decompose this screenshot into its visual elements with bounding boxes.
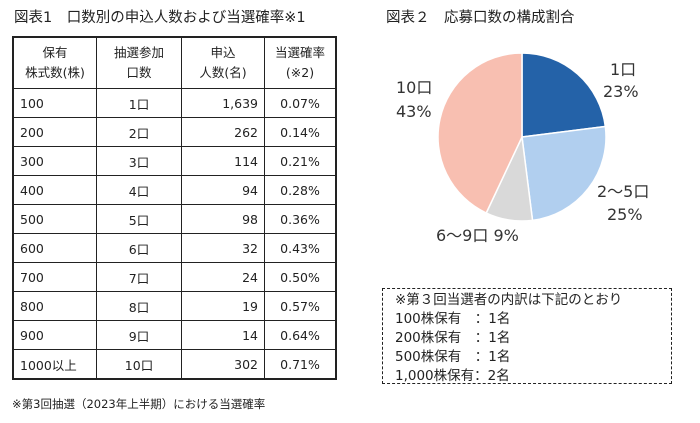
table-cell: 1000以上 [12, 349, 97, 380]
label-val-1: 25% [607, 205, 643, 224]
table-cell: 800 [12, 291, 97, 321]
column-header-line: 当選確率 [274, 45, 325, 60]
table-row: 1000以上 10口 302 0.71% [12, 349, 337, 380]
box-line: 500株保有 ：1名 [395, 349, 511, 365]
column-header: 当選確率 (※2) [264, 36, 337, 89]
table-row: 200 2口 262 0.14% [12, 117, 337, 147]
table-cell: 0.36% [264, 204, 337, 234]
table-cell: 0.21% [264, 146, 337, 176]
box-line: 1,000株保有：2名 [395, 368, 510, 384]
column-header: 抽選参加 口数 [96, 36, 182, 89]
table-cell: 1,639 [181, 88, 265, 118]
table-row: 300 3口 114 0.21% [12, 146, 337, 176]
box-line: 100株保有 ：1名 [395, 311, 511, 327]
table-cell: 300 [12, 146, 97, 176]
table-cell: 600 [12, 233, 97, 263]
table-cell: 114 [181, 146, 265, 176]
table-cell: 3口 [96, 146, 182, 176]
table-cell: 500 [12, 204, 97, 234]
table-cell: 0.07% [264, 88, 337, 118]
pie-slice-1 [521, 125, 607, 222]
table-row: 400 4口 94 0.28% [12, 175, 337, 205]
table-row: 500 5口 98 0.36% [12, 204, 337, 234]
label-val-2: 9% [493, 226, 519, 245]
table-cell: 0.14% [264, 117, 337, 147]
table-cell: 10口 [96, 349, 182, 380]
table-cell: 6口 [96, 233, 182, 263]
table-cell: 1口 [96, 88, 182, 118]
table-cell: 9口 [96, 320, 182, 350]
label-cat-1: 2～5口 [597, 182, 650, 201]
table-row: 700 7口 24 0.50% [12, 262, 337, 292]
table-cell: 4口 [96, 175, 182, 205]
table-cell: 98 [181, 204, 265, 234]
table-cell: 0.43% [264, 233, 337, 263]
column-header-line: 口数 [126, 65, 152, 80]
table-row: 600 6口 32 0.43% [12, 233, 337, 263]
figure1-title: 図表1 口数別の申込人数および当選確率※1 [14, 10, 306, 26]
column-header-line: (※2) [285, 65, 315, 80]
table-cell: 7口 [96, 262, 182, 292]
winners-breakdown-box: ※第３回当選者の内訳は下記のとおり 100株保有 ：1名 200株保有 ：1名 … [382, 288, 672, 384]
label-cat-3: 10口 [396, 78, 433, 97]
table-cell: 14 [181, 320, 265, 350]
table-cell: 0.28% [264, 175, 337, 205]
column-header-line: 保有 [42, 45, 68, 60]
table-cell: 94 [181, 175, 265, 205]
table-cell: 262 [181, 117, 265, 147]
table-footnote: ※第3回抽選（2023年上半期）における当選確率 [12, 397, 266, 411]
column-header-line: 申込 [210, 45, 236, 60]
column-header-line: 株式数(株) [25, 65, 85, 80]
label-cat-0: 1口 [610, 60, 637, 79]
column-header-line: 人数(名) [199, 65, 247, 80]
table-cell: 302 [181, 349, 265, 380]
label-cat-2-text: 6～9口 [436, 226, 489, 245]
table-row: 800 8口 19 0.57% [12, 291, 337, 321]
table-cell: 400 [12, 175, 97, 205]
label-cat-2: 6～9口 9% [436, 222, 519, 246]
table-cell: 24 [181, 262, 265, 292]
table-cell: 32 [181, 233, 265, 263]
table-cell: 19 [181, 291, 265, 321]
table-cell: 8口 [96, 291, 182, 321]
table-cell: 0.71% [264, 349, 337, 380]
table-cell: 0.50% [264, 262, 337, 292]
label-val-3: 43% [396, 102, 432, 121]
table-cell: 0.57% [264, 291, 337, 321]
table-cell: 200 [12, 117, 97, 147]
table-cell: 0.64% [264, 320, 337, 350]
pie-slice-3 [437, 52, 523, 215]
table-row: 100 1口 1,639 0.07% [12, 88, 337, 118]
label-val-0: 23% [603, 82, 639, 101]
pie-slice-0 [521, 52, 607, 138]
table-cell: 900 [12, 320, 97, 350]
figure2-title: 図表２ 応募口数の構成割合 [386, 10, 575, 26]
table-header-row: 保有 株式数(株) 抽選参加 口数 申込 人数(名) 当選確率 (※2) [12, 36, 337, 89]
column-header: 申込人数(名) [181, 36, 265, 89]
table-cell: 2口 [96, 117, 182, 147]
application-table: 保有 株式数(株) 抽選参加 口数 申込 人数(名) 当選確率 (※2) 100 1口 1,639… [12, 36, 337, 380]
column-header: 保有株式数(株) [12, 36, 97, 89]
box-line: 200株保有 ：1名 [395, 330, 511, 346]
box-line: ※第３回当選者の内訳は下記のとおり [395, 292, 623, 308]
table-cell: 100 [12, 88, 97, 118]
table-cell: 700 [12, 262, 97, 292]
pie-chart [437, 52, 607, 222]
table-cell: 5口 [96, 204, 182, 234]
table-row: 900 9口 14 0.64% [12, 320, 337, 350]
column-header-line: 抽選参加 [113, 45, 164, 60]
